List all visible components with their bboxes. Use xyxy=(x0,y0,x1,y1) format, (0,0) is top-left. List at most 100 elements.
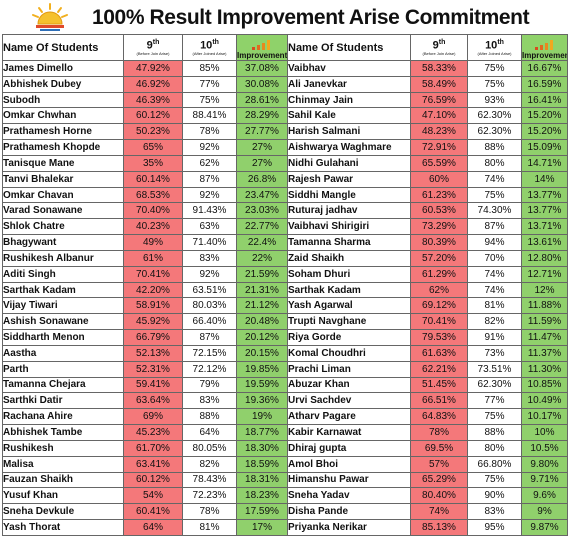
grade10-score: 75% xyxy=(467,60,522,77)
student-name: Priyanka Nerikar xyxy=(287,519,411,536)
grade9-score: 69% xyxy=(123,408,183,426)
table-row: Prathamesh Horne 50.23% 78% 27.77% Harish Sa… xyxy=(2,123,568,141)
grade10-score: 88% xyxy=(467,139,522,156)
grade9-score: 65.59% xyxy=(410,154,468,172)
improvement-score: 9.80% xyxy=(521,455,568,473)
grade10-score: 73% xyxy=(467,344,522,362)
grade10-score: 74% xyxy=(467,170,522,188)
grade9-score: 80.39% xyxy=(410,234,468,251)
improvement-score: 23.03% xyxy=(236,202,288,220)
table-row: Rushikesh Albanur 61% 83% 22% Zaid Shaikh 57.… xyxy=(2,249,568,267)
grade10-score: 87% xyxy=(182,170,237,188)
grade10-score: 72.23% xyxy=(182,487,237,505)
column-header-name: Name Of Students xyxy=(287,34,411,61)
grade10-score: 79% xyxy=(182,376,237,394)
grade9-score: 65% xyxy=(123,139,183,156)
grade9-score: 52.13% xyxy=(123,344,183,362)
improvement-score: 18.30% xyxy=(236,439,288,457)
student-name: Subodh xyxy=(2,91,124,109)
grade10-score: 83% xyxy=(182,392,237,410)
improvement-score: 22% xyxy=(236,249,288,267)
improvement-score: 18.23% xyxy=(236,487,288,505)
improvement-score: 16.67% xyxy=(521,60,568,77)
grade9-score: 78% xyxy=(410,424,468,441)
improvement-score: 18.77% xyxy=(236,424,288,441)
grade10-score: 82% xyxy=(182,455,237,473)
grade9-score: 61.29% xyxy=(410,265,468,283)
grade10-score: 91% xyxy=(467,329,522,346)
grade9-score: 70.41% xyxy=(123,265,183,283)
header: 100% Result Improvement Arise Commitment xyxy=(0,0,569,36)
grade10-score: 75% xyxy=(467,471,522,489)
table-row: Vijay Tiwari 58.91% 80.03% 21.12% Yash Agarw… xyxy=(2,297,568,315)
student-name: Abhishek Dubey xyxy=(2,75,124,93)
grade9-score: 45.23% xyxy=(123,424,183,441)
student-name: Siddhi Mangle xyxy=(287,186,411,204)
improvement-score: 28.29% xyxy=(236,107,288,125)
table-row: Yash Thorat 64% 81% 17% Priyanka Nerikar 85.1… xyxy=(2,519,568,536)
student-name: Sarthki Datir xyxy=(2,392,124,410)
improvement-score: 16.41% xyxy=(521,91,568,109)
improvement-score: 15.09% xyxy=(521,139,568,156)
grade9-score: 47.10% xyxy=(410,107,468,125)
table-row: Abhishek Tambe 45.23% 64% 18.77% Kabir Karna… xyxy=(2,424,568,441)
grade10-score: 66.80% xyxy=(467,455,522,473)
improvement-score: 13.77% xyxy=(521,186,568,204)
student-name: Ali Janevkar xyxy=(287,75,411,93)
grade10-score: 75% xyxy=(467,75,522,93)
grade9-score: 61.63% xyxy=(410,344,468,362)
table-row: Rachana Ahire 69% 88% 19% Atharv Pagare 64.83… xyxy=(2,408,568,426)
grade9-score: 35% xyxy=(123,154,183,172)
student-name: Ashish Sonawane xyxy=(2,313,124,331)
improvement-score: 16.59% xyxy=(521,75,568,93)
improvement-score: 10.5% xyxy=(521,439,568,457)
student-name: Dhiraj gupta xyxy=(287,439,411,457)
grade10-score: 83% xyxy=(467,503,522,521)
improvement-score: 15.20% xyxy=(521,123,568,141)
grade9-score: 54% xyxy=(123,487,183,505)
improvement-score: 14% xyxy=(521,170,568,188)
student-name: Yusuf Khan xyxy=(2,487,124,505)
grade9-score: 59.41% xyxy=(123,376,183,394)
grade10-score: 80% xyxy=(467,439,522,457)
improvement-score: 21.31% xyxy=(236,281,288,299)
table-row: Sarthak Kadam 42.20% 63.51% 21.31% Sarthak K… xyxy=(2,281,568,299)
student-name: Rachana Ahire xyxy=(2,408,124,426)
student-name: Aishwarya Waghmare xyxy=(287,139,411,156)
improvement-score: 10.85% xyxy=(521,376,568,394)
improvement-score: 20.15% xyxy=(236,344,288,362)
grade9-score: 61% xyxy=(123,249,183,267)
grade9-score: 58.33% xyxy=(410,60,468,77)
table-row: Yusuf Khan 54% 72.23% 18.23% Sneha Yadav 80.4… xyxy=(2,487,568,505)
improvement-score: 18.31% xyxy=(236,471,288,489)
grade9-score: 69.12% xyxy=(410,297,468,315)
sunrise-logo-icon xyxy=(32,3,68,31)
column-header-improvement: Improvement xyxy=(521,34,568,61)
grade9-score: 57.20% xyxy=(410,249,468,267)
student-name: Yash Agarwal xyxy=(287,297,411,315)
student-name: Abhishek Tambe xyxy=(2,424,124,441)
grade10-score: 64% xyxy=(182,424,237,441)
grade10-score: 92% xyxy=(182,139,237,156)
grade9-score: 60% xyxy=(410,170,468,188)
grade10-score: 78.43% xyxy=(182,471,237,489)
page-title: 100% Result Improvement Arise Commitment xyxy=(92,6,530,29)
improvement-score: 13.71% xyxy=(521,218,568,236)
student-name: Tanisque Mane xyxy=(2,154,124,172)
grade10-score: 70% xyxy=(467,249,522,267)
table-row: Subodh 46.39% 75% 28.61% Chinmay Jain 76.59% 9… xyxy=(2,91,568,109)
grade10-score: 87% xyxy=(182,329,237,346)
grade10-score: 83% xyxy=(182,249,237,267)
table-row: Shlok Chatre 40.23% 63% 22.77% Vaibhavi Shir… xyxy=(2,218,568,236)
student-name: Rushikesh xyxy=(2,439,124,457)
improvement-score: 28.61% xyxy=(236,91,288,109)
grade9-score: 62% xyxy=(410,281,468,299)
table-row: Sneha Devkule 60.41% 78% 17.59% Disha Pande 7… xyxy=(2,503,568,521)
grade9-score: 65.29% xyxy=(410,471,468,489)
grade10-score: 62.30% xyxy=(467,123,522,141)
grade10-score: 81% xyxy=(467,297,522,315)
student-name: Urvi Sachdev xyxy=(287,392,411,410)
grade10-score: 88% xyxy=(182,408,237,426)
grade10-score: 72.15% xyxy=(182,344,237,362)
grade9-score: 64% xyxy=(123,519,183,536)
